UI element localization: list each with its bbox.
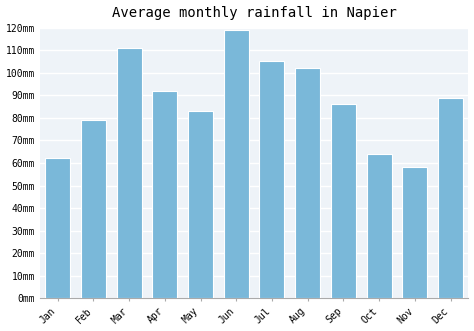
Bar [188,111,213,298]
Bar [331,104,356,298]
Bar [438,98,463,298]
Bar [259,62,284,298]
Title: Average monthly rainfall in Napier: Average monthly rainfall in Napier [112,6,396,20]
Bar [295,68,320,298]
Bar [402,167,428,298]
Bar [117,48,142,298]
Bar [81,120,106,298]
Bar [224,30,249,298]
Bar [45,159,70,298]
Bar [152,91,177,298]
Bar [367,154,392,298]
